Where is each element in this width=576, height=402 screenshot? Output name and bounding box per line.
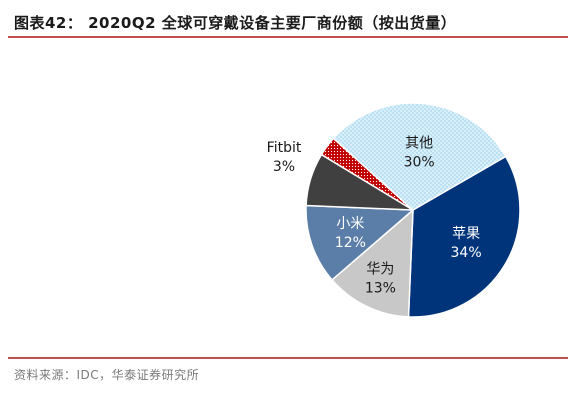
source-note: 资料来源：IDC，华泰证券研究所 — [14, 368, 200, 382]
pie-slices — [305, 102, 521, 318]
slice-name-label: 其他 — [405, 135, 433, 151]
footer-divider — [8, 357, 568, 359]
slice-value-label: 34% — [451, 245, 482, 261]
slice-name-label: 小米 — [336, 216, 364, 232]
pie-labels: 苹果 34% 华为 13% 小米 12% Fitbit 3% 其他 30% — [267, 135, 482, 296]
slice-value-label: 30% — [404, 154, 435, 170]
pie-slice — [305, 204, 415, 281]
slice-name-label: Fitbit — [267, 140, 302, 156]
pie-slice — [330, 208, 414, 318]
slice-name-label: 华为 — [366, 261, 394, 277]
slice-value-label: 12% — [335, 235, 366, 251]
chart-title: 图表42： 2020Q2 全球可穿戴设备主要厂商份额（按出货量） — [14, 14, 457, 32]
slice-value-label: 13% — [365, 280, 396, 296]
slice-name-label: 苹果 — [452, 226, 480, 242]
title-divider — [8, 36, 568, 38]
slice-value-label: 3% — [273, 159, 295, 175]
pie-slice — [332, 102, 507, 211]
figure-title-bar: 图表42： 2020Q2 全球可穿戴设备主要厂商份额（按出货量） — [8, 8, 568, 36]
